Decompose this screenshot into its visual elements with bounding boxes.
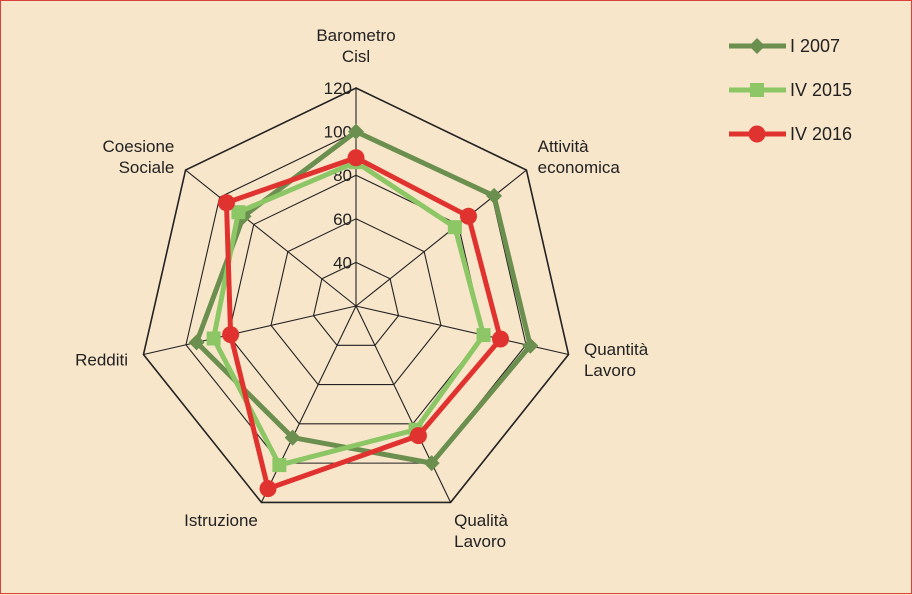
legend: I 2007 IV 2015 IV 2016 [729, 36, 852, 144]
spoke-1 [355, 169, 527, 307]
axis-label-6: Coesione Sociale [103, 137, 175, 177]
series-1 [206, 155, 491, 473]
axis-label-1: Attività economica [538, 137, 621, 177]
radial-tick-40: 40 [333, 253, 352, 272]
grid-ring-60 [270, 218, 442, 386]
series-layer [188, 123, 539, 498]
series-2-point-5 [222, 326, 240, 344]
series-line-0 [194, 129, 533, 466]
series-0-point-0 [348, 123, 364, 140]
series-2-point-1 [459, 207, 477, 225]
grid-ring-40 [312, 261, 400, 346]
series-1-point-5 [206, 331, 221, 346]
series-1-point-1 [447, 220, 462, 235]
grid-ring-80 [227, 174, 485, 425]
axis-label-4: Istruzione [184, 511, 258, 530]
series-0-point-2 [522, 337, 539, 354]
radial-tick-120: 120 [324, 79, 352, 98]
series-0-point-4 [284, 429, 301, 446]
radial-tick-60: 60 [333, 210, 352, 229]
series-2-point-2 [492, 330, 510, 348]
series-2-point-4 [259, 480, 277, 498]
legend-marker-2 [748, 125, 766, 143]
spoke-6 [185, 169, 357, 307]
spoke-3 [355, 305, 452, 503]
legend-marker-0 [749, 38, 765, 54]
series-0-point-5 [188, 334, 205, 351]
axis-label-2: Quantità Lavoro [584, 340, 649, 380]
series-0-point-3 [423, 455, 440, 472]
series-2 [217, 149, 510, 498]
spoke-5 [143, 305, 357, 356]
series-2-point-3 [409, 427, 427, 445]
series-0 [188, 123, 539, 472]
axis-label-3: Qualità Lavoro [454, 511, 508, 551]
series-2-point-0 [347, 149, 365, 167]
series-1-point-2 [476, 328, 491, 343]
series-0-point-1 [486, 187, 503, 204]
series-2-point-6 [217, 194, 235, 212]
legend-label-0: I 2007 [790, 36, 840, 56]
axis-label-5: Redditi [75, 350, 128, 369]
axis-labels: Barometro Cisl Attività economica Quantità La… [75, 26, 649, 551]
series-1-point-4 [272, 458, 287, 473]
grid-ring-120 [142, 87, 570, 504]
legend-label-2: IV 2016 [790, 124, 852, 144]
series-1-point-6 [231, 205, 246, 220]
legend-label-1: IV 2015 [790, 80, 852, 100]
series-line-1 [211, 159, 487, 468]
series-line-2 [223, 155, 504, 492]
axis-label-0: Barometro Cisl [316, 26, 395, 66]
legend-marker-1 [750, 83, 764, 97]
